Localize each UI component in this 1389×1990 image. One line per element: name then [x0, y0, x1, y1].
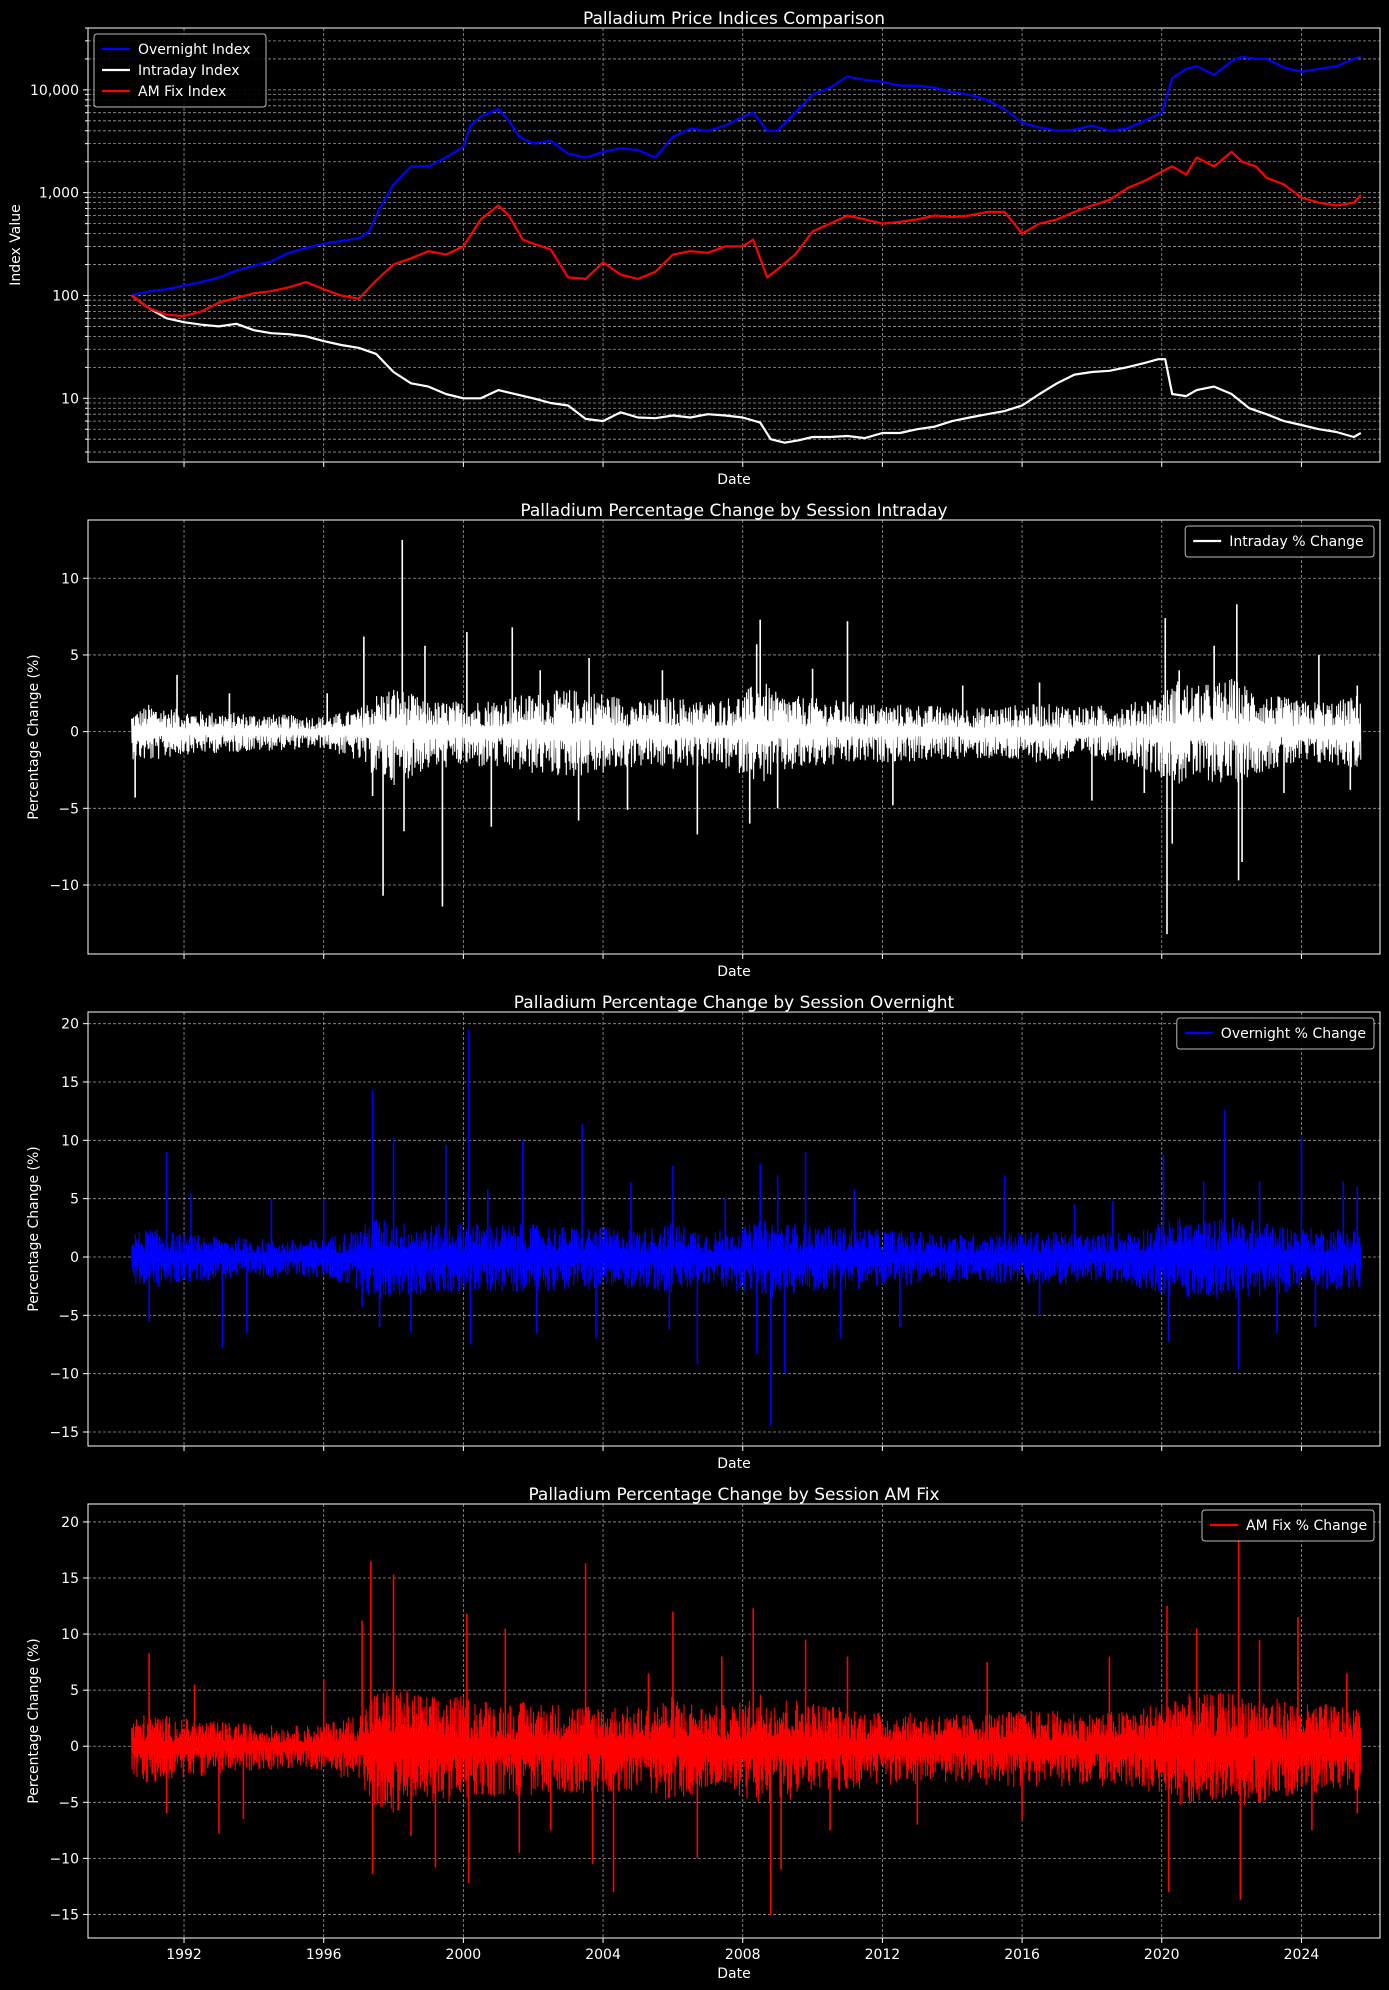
intraday-series-line	[131, 678, 1362, 786]
amfix-x-tick-label: 2020	[1144, 1947, 1180, 1963]
amfix-y-tick-label: 20	[61, 1515, 79, 1531]
amfix-y-tick-label: −5	[58, 1795, 79, 1811]
amfix-x-tick-label: 2016	[1004, 1947, 1040, 1963]
intraday-y-tick-label: 10	[61, 571, 79, 587]
overnight-y-tick-label: 10	[61, 1133, 79, 1149]
indices-series-line-am-fix-index	[130, 150, 1362, 318]
intraday-y-tick-label: −5	[58, 801, 79, 817]
indices-series-line-overnight-index	[131, 55, 1362, 297]
amfix-legend-label: AM Fix % Change	[1246, 1518, 1367, 1534]
overnight-x-axis-label: Date	[717, 1456, 750, 1472]
amfix-x-tick-label: 2008	[725, 1947, 761, 1963]
amfix-y-tick-label: 5	[70, 1683, 79, 1699]
amfix-series-line	[131, 1688, 1362, 1813]
amfix-y-tick-label: 0	[70, 1739, 79, 1755]
overnight-axes-frame	[87, 1011, 1381, 1447]
intraday-y-tick-label: −10	[49, 878, 79, 894]
indices-legend-label: Overnight Index	[138, 42, 250, 58]
indices-panel: Palladium Price Indices Comparison Date …	[8, 9, 1381, 488]
amfix-y-tick-label: 15	[61, 1571, 79, 1587]
intraday-title: Palladium Percentage Change by Session I…	[520, 501, 947, 521]
overnight-legend-box	[1176, 1017, 1375, 1050]
amfix-y-tick-label: 10	[61, 1627, 79, 1643]
amfix-x-axis-label: Date	[717, 1966, 750, 1982]
amfix-axes-frame	[87, 1503, 1381, 1939]
indices-y-axis-label: Index Value	[8, 204, 24, 285]
amfix-y-axis-label: Percentage Change (%)	[26, 1638, 42, 1803]
amfix-legend-box	[1201, 1509, 1375, 1542]
indices-legend: Overnight Index Intraday Index AM Fix Inde…	[93, 33, 267, 108]
overnight-y-tick-label: 5	[70, 1192, 79, 1208]
indices-y-tick-label: 10,000	[30, 83, 79, 99]
overnight-title: Palladium Percentage Change by Session O…	[514, 993, 955, 1013]
indices-legend-label: Intraday Index	[138, 63, 240, 79]
overnight-y-axis-label: Percentage Change (%)	[26, 1146, 42, 1311]
indices-legend-box	[93, 33, 267, 108]
amfix-y-tick-label: −15	[49, 1907, 79, 1923]
intraday-axes-frame	[87, 519, 1381, 955]
indices-legend-label: AM Fix Index	[138, 84, 226, 100]
intraday-legend-label: Intraday % Change	[1229, 534, 1363, 550]
amfix-x-tick-label: 2004	[585, 1947, 621, 1963]
amfix-title: Palladium Percentage Change by Session A…	[528, 1485, 939, 1505]
amfix-panel: Palladium Percentage Change by Session A…	[26, 1485, 1381, 1982]
overnight-y-tick-label: −10	[49, 1367, 79, 1383]
overnight-y-tick-label: 20	[61, 1017, 79, 1033]
intraday-legend: Intraday % Change	[1184, 525, 1375, 558]
intraday-x-axis-label: Date	[717, 964, 750, 980]
amfix-x-tick-label: 2024	[1284, 1947, 1320, 1963]
indices-series-line-intraday-index	[130, 294, 1362, 444]
amfix-x-tick-label: 2012	[865, 1947, 901, 1963]
overnight-y-tick-label: −5	[58, 1308, 79, 1324]
overnight-panel: Palladium Percentage Change by Session O…	[26, 993, 1381, 1472]
indices-x-axis-label: Date	[717, 472, 750, 488]
indices-axes-frame	[87, 27, 1381, 463]
intraday-y-tick-label: 0	[70, 725, 79, 741]
overnight-y-tick-label: 0	[70, 1250, 79, 1266]
indices-y-tick-label: 1,000	[39, 186, 79, 202]
overnight-series-line	[131, 1216, 1362, 1299]
amfix-x-tick-label: 1992	[166, 1947, 202, 1963]
intraday-y-axis-label: Percentage Change (%)	[26, 654, 42, 819]
overnight-legend-label: Overnight % Change	[1221, 1026, 1366, 1042]
overnight-y-tick-label: −15	[49, 1425, 79, 1441]
overnight-legend: Overnight % Change	[1176, 1017, 1375, 1050]
intraday-y-tick-label: 5	[70, 648, 79, 664]
amfix-x-tick-label: 2000	[446, 1947, 482, 1963]
amfix-x-tick-label: 1996	[306, 1947, 342, 1963]
overnight-y-tick-label: 15	[61, 1075, 79, 1091]
indices-y-tick-label: 100	[52, 288, 79, 304]
indices-title: Palladium Price Indices Comparison	[583, 9, 885, 29]
intraday-panel: Palladium Percentage Change by Session I…	[26, 501, 1381, 980]
amfix-legend: AM Fix % Change	[1201, 1509, 1375, 1542]
indices-y-tick-label: 10	[61, 391, 79, 407]
amfix-y-tick-label: −10	[49, 1851, 79, 1867]
intraday-legend-box	[1184, 525, 1375, 558]
